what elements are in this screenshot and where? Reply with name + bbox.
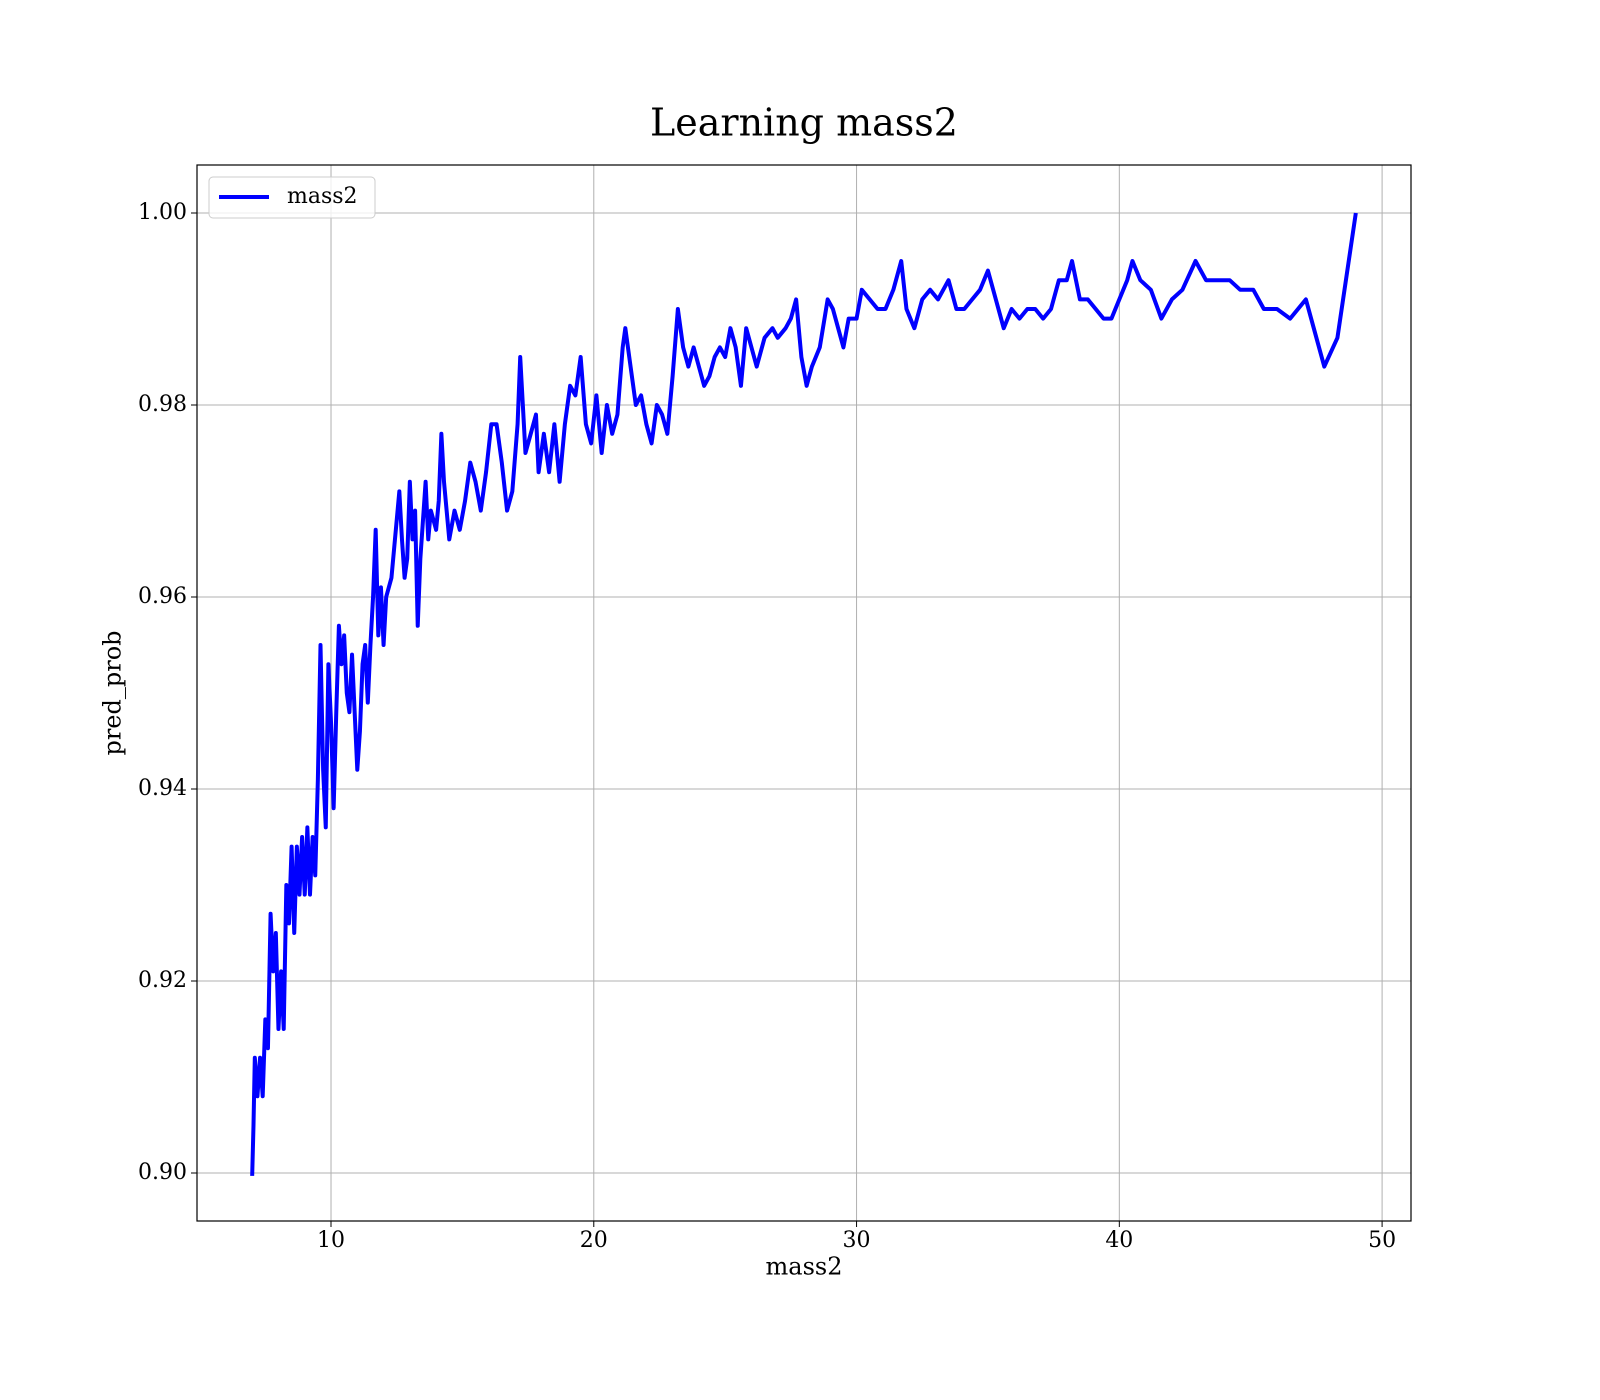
y-tick-label: 0.98 <box>138 392 187 417</box>
legend-label: mass2 <box>287 184 358 209</box>
y-tick-label: 0.90 <box>138 1160 187 1185</box>
data-line <box>250 212 1358 1176</box>
x-tick-label: 10 <box>317 1228 345 1253</box>
x-axis-label: mass2 <box>766 1253 843 1281</box>
legend: mass2 <box>208 176 376 219</box>
y-tick-label: 0.96 <box>138 584 187 609</box>
legend-box <box>208 176 376 219</box>
chart-title: Learning mass2 <box>650 101 958 145</box>
y-axis-label: pred_prob <box>99 630 127 755</box>
x-tick-label: 40 <box>1105 1228 1133 1253</box>
x-tick-label: 20 <box>580 1228 608 1253</box>
y-tick-label: 0.92 <box>138 968 187 993</box>
y-tick-label: 0.94 <box>138 776 187 801</box>
x-tick-label: 50 <box>1368 1228 1396 1253</box>
plot-frame <box>196 164 1412 1222</box>
y-tick-label: 1.00 <box>138 200 187 225</box>
x-tick-label: 30 <box>843 1228 871 1253</box>
